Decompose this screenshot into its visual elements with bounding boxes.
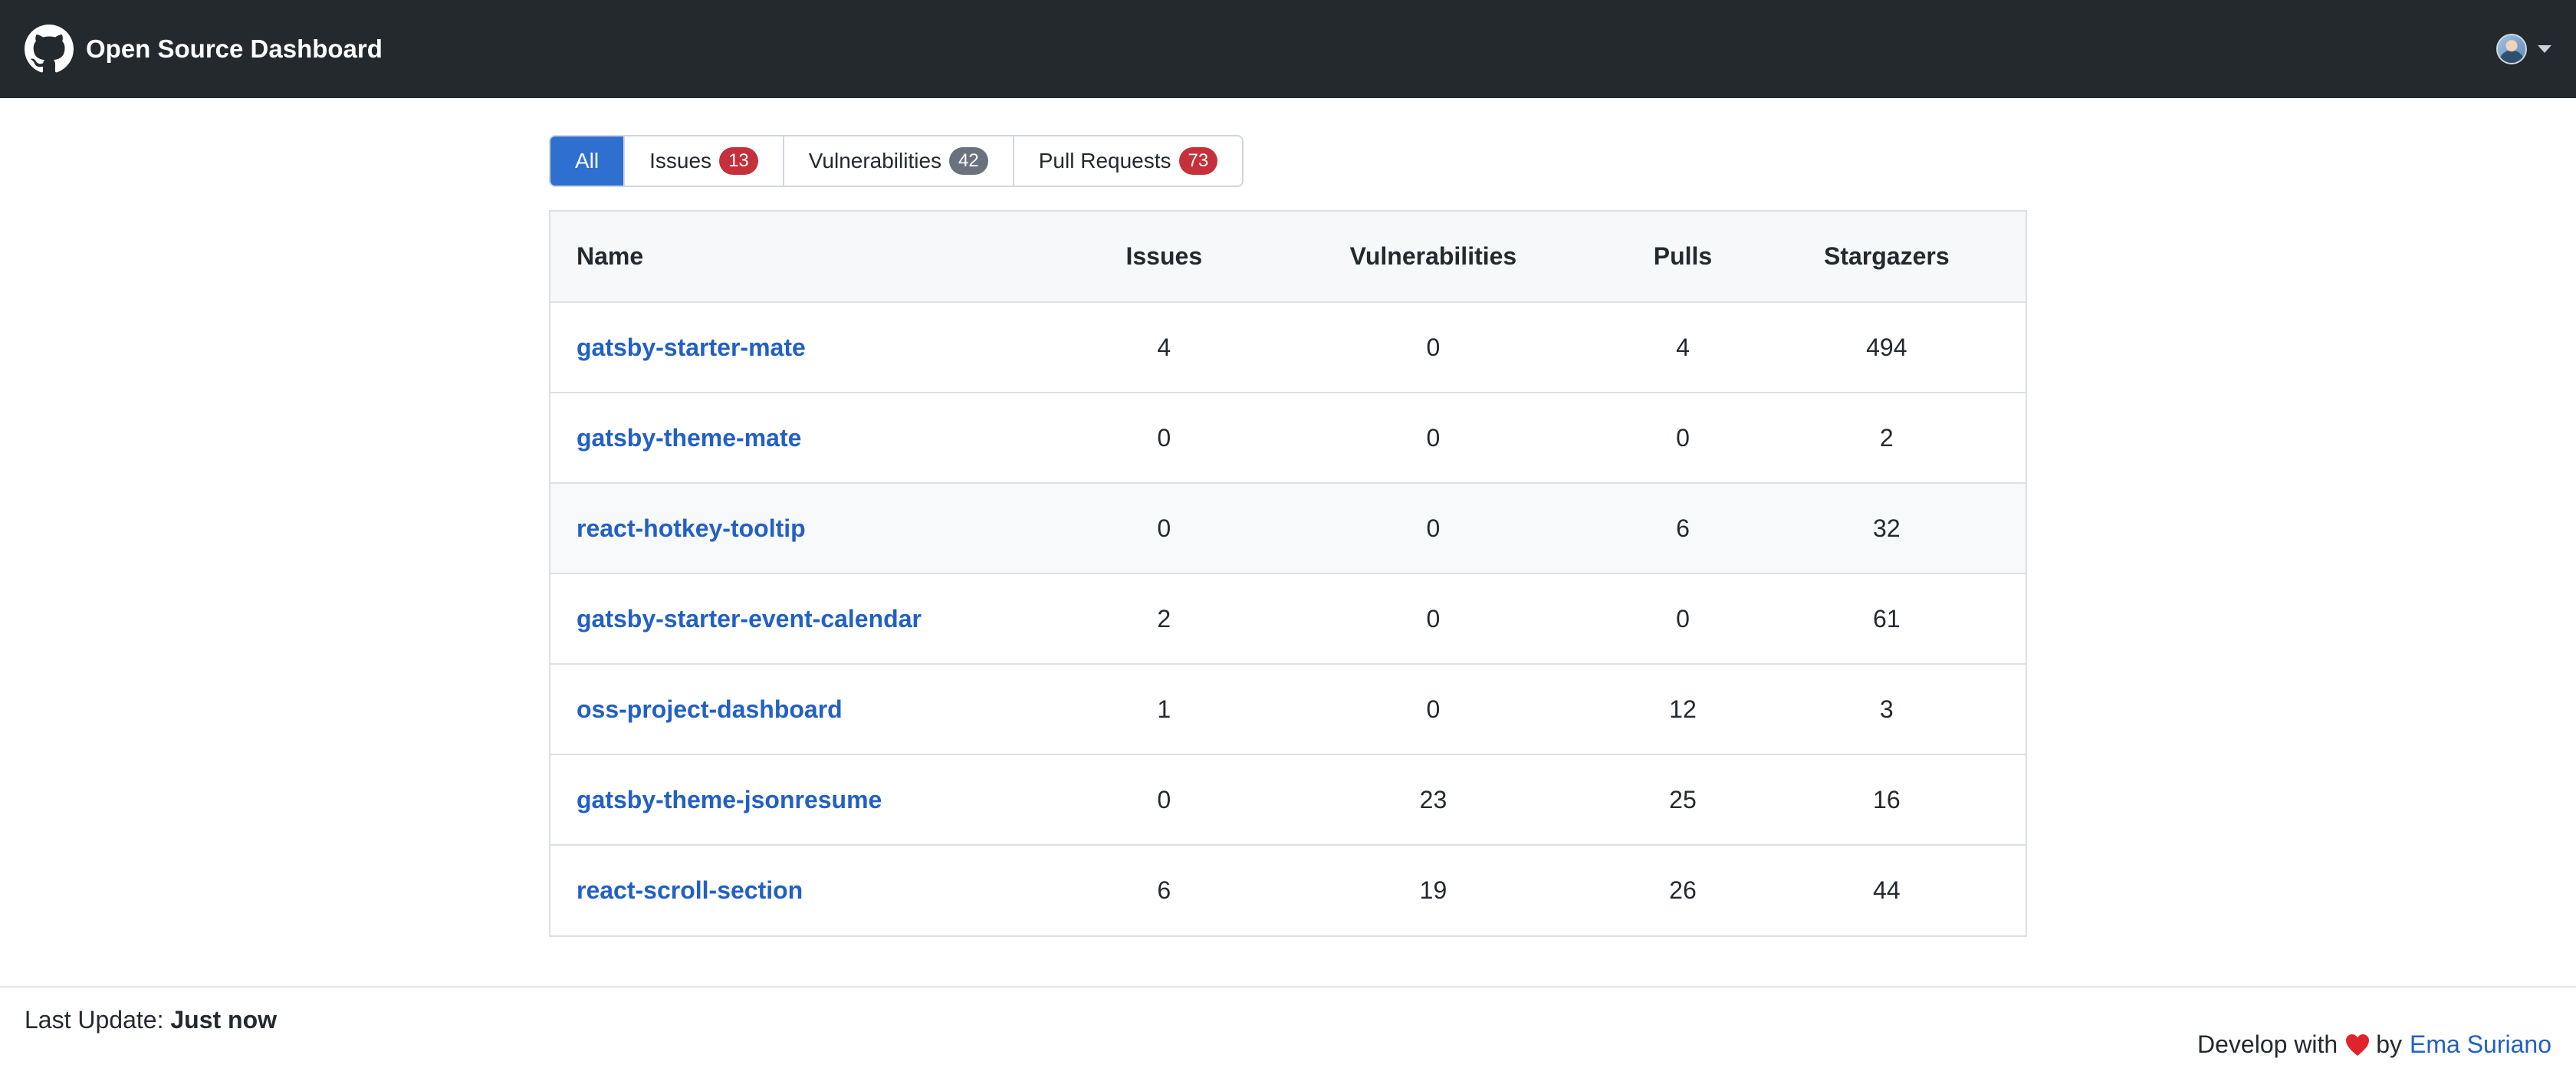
author-link[interactable]: Ema Suriano bbox=[2410, 1030, 2551, 1058]
issues-cell: 0 bbox=[1079, 754, 1249, 846]
repo-name-cell: gatsby-theme-jsonresume bbox=[550, 754, 1079, 846]
table-row: react-scroll-section 6 19 26 44 bbox=[550, 845, 2026, 935]
vulnerabilities-cell: 0 bbox=[1248, 664, 1618, 755]
heart-icon bbox=[2346, 1034, 2370, 1056]
vulnerabilities-cell: 0 bbox=[1248, 483, 1618, 574]
tab-pull-requests[interactable]: Pull Requests 73 bbox=[1014, 136, 1242, 186]
chevron-down-icon bbox=[2538, 45, 2551, 53]
issues-cell: 0 bbox=[1079, 393, 1249, 484]
repo-link[interactable]: gatsby-theme-mate bbox=[577, 423, 802, 452]
repositories-table: Name Issues Vulnerabilities Pulls Starga… bbox=[549, 210, 2027, 937]
count-badge: 73 bbox=[1178, 147, 1218, 175]
user-menu[interactable] bbox=[2496, 34, 2551, 64]
brand[interactable]: Open Source Dashboard bbox=[25, 25, 383, 74]
credits: Develop with by Ema Suriano bbox=[2197, 1030, 2551, 1059]
table-row: gatsby-theme-mate 0 0 0 2 bbox=[550, 393, 2026, 484]
tab-issues[interactable]: Issues 13 bbox=[625, 136, 784, 186]
column-header-stargazers[interactable]: Stargazers bbox=[1747, 212, 2026, 303]
footer: Last Update: Just now Develop with by Em… bbox=[0, 986, 2576, 1078]
column-header-name[interactable]: Name bbox=[550, 212, 1079, 303]
pulls-cell: 0 bbox=[1618, 393, 1748, 484]
pulls-cell: 6 bbox=[1618, 483, 1748, 574]
repo-name-cell: gatsby-starter-mate bbox=[550, 302, 1079, 393]
vulnerabilities-cell: 0 bbox=[1248, 393, 1618, 484]
pulls-cell: 4 bbox=[1618, 302, 1748, 393]
vulnerabilities-cell: 0 bbox=[1248, 574, 1618, 665]
issues-cell: 1 bbox=[1079, 664, 1249, 755]
issues-cell: 2 bbox=[1079, 574, 1249, 665]
stargazers-cell: 16 bbox=[1747, 754, 2026, 846]
repo-link[interactable]: react-scroll-section bbox=[577, 876, 803, 904]
repo-link[interactable]: gatsby-starter-mate bbox=[577, 333, 806, 361]
vulnerabilities-cell: 0 bbox=[1248, 302, 1618, 393]
issues-cell: 4 bbox=[1079, 302, 1249, 393]
stargazers-cell: 3 bbox=[1747, 664, 2026, 755]
column-header-issues[interactable]: Issues bbox=[1079, 212, 1249, 303]
vulnerabilities-cell: 23 bbox=[1248, 754, 1618, 846]
last-update-value: Just now bbox=[170, 1006, 278, 1034]
column-header-pulls[interactable]: Pulls bbox=[1618, 212, 1748, 303]
pulls-cell: 12 bbox=[1618, 664, 1748, 755]
stargazers-cell: 61 bbox=[1747, 574, 2026, 665]
repo-name-cell: gatsby-starter-event-calendar bbox=[550, 574, 1079, 665]
repo-name-cell: oss-project-dashboard bbox=[550, 664, 1079, 755]
table-header-row: Name Issues Vulnerabilities Pulls Starga… bbox=[550, 212, 2026, 303]
tab-vulnerabilities[interactable]: Vulnerabilities 42 bbox=[784, 136, 1014, 186]
repo-link[interactable]: react-hotkey-tooltip bbox=[577, 514, 806, 542]
filter-tabs: All Issues 13 Vulnerabilities 42 Pull Re… bbox=[549, 135, 1244, 187]
credits-prefix: Develop with bbox=[2197, 1030, 2338, 1058]
issues-cell: 6 bbox=[1157, 876, 1171, 904]
last-update: Last Update: Just now bbox=[25, 1006, 277, 1034]
stargazers-cell: 44 bbox=[1873, 876, 1901, 904]
issues-cell: 0 bbox=[1079, 483, 1249, 574]
repo-link[interactable]: oss-project-dashboard bbox=[577, 695, 843, 723]
stargazers-cell: 494 bbox=[1747, 302, 2026, 393]
top-navbar: Open Source Dashboard bbox=[0, 0, 2576, 98]
credits-by: by bbox=[2376, 1030, 2403, 1058]
tab-label: All bbox=[575, 149, 600, 173]
tab-label: Issues bbox=[649, 149, 712, 173]
pulls-cell: 0 bbox=[1618, 574, 1748, 665]
column-header-vulnerabilities[interactable]: Vulnerabilities bbox=[1248, 212, 1618, 303]
last-update-label: Last Update: bbox=[25, 1006, 164, 1034]
count-badge: 42 bbox=[949, 147, 988, 175]
tab-label: Vulnerabilities bbox=[808, 149, 942, 173]
table-row: oss-project-dashboard 1 0 12 3 bbox=[550, 664, 2026, 755]
count-badge: 13 bbox=[719, 147, 758, 175]
repo-name-cell: react-hotkey-tooltip bbox=[550, 483, 1079, 574]
user-avatar bbox=[2496, 34, 2527, 64]
repo-link[interactable]: gatsby-theme-jsonresume bbox=[577, 785, 882, 813]
vulnerabilities-cell: 19 bbox=[1419, 876, 1447, 904]
repo-name-cell: gatsby-theme-mate bbox=[550, 393, 1079, 484]
repo-link[interactable]: gatsby-starter-event-calendar bbox=[577, 604, 922, 633]
pulls-cell: 25 bbox=[1618, 754, 1748, 846]
repo-name-cell: react-scroll-section bbox=[550, 845, 1079, 935]
github-icon bbox=[25, 25, 74, 73]
stargazers-cell: 32 bbox=[1747, 483, 2026, 574]
tab-all[interactable]: All bbox=[550, 136, 626, 186]
stargazers-cell: 2 bbox=[1747, 393, 2026, 484]
app-title: Open Source Dashboard bbox=[86, 35, 383, 63]
tab-label: Pull Requests bbox=[1038, 149, 1171, 173]
table-row: gatsby-theme-jsonresume 0 23 25 16 bbox=[550, 754, 2026, 846]
table-row: react-hotkey-tooltip 0 0 6 32 bbox=[550, 483, 2026, 574]
pulls-cell: 26 bbox=[1669, 876, 1697, 904]
table-row: gatsby-starter-mate 4 0 4 494 bbox=[550, 302, 2026, 393]
table-row: gatsby-starter-event-calendar 2 0 0 61 bbox=[550, 574, 2026, 665]
